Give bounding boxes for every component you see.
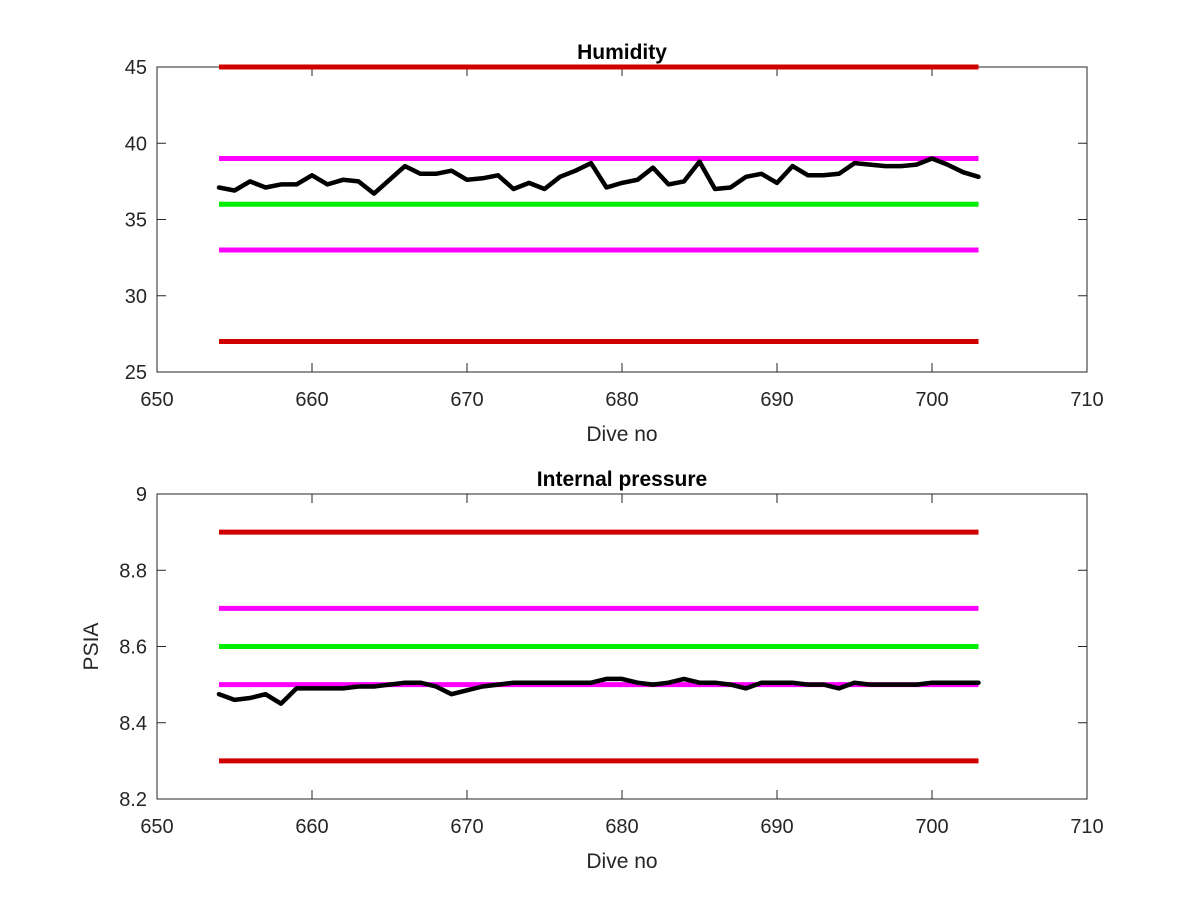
x-axis-label: Dive no (586, 850, 657, 873)
y-tick-label: 35 (125, 210, 147, 232)
x-tick-label: 710 (1070, 389, 1103, 411)
chart-title: Humidity (577, 41, 667, 64)
x-tick-label: 690 (760, 816, 793, 838)
y-axis-label: PSIA (80, 623, 103, 671)
x-tick-label: 680 (605, 389, 638, 411)
x-tick-label: 700 (915, 389, 948, 411)
x-tick-label: 660 (295, 389, 328, 411)
x-axis-label: Dive no (586, 423, 657, 446)
y-tick-label: 25 (125, 362, 147, 384)
y-tick-label: 8.8 (119, 560, 147, 582)
x-tick-label: 700 (915, 816, 948, 838)
y-tick-label: 8.2 (119, 789, 147, 811)
x-tick-label: 670 (450, 389, 483, 411)
data-series-line-1 (216, 156, 981, 196)
y-tick-label: 9 (136, 484, 147, 506)
x-tick-label: 690 (760, 389, 793, 411)
x-tick-label: 670 (450, 816, 483, 838)
chart-title: Internal pressure (537, 468, 707, 491)
chart-panel-2: 650 660 670 680 690 700 710 8.2 8.4 8.6 8.8 9 Intern… (80, 468, 1104, 873)
chart-panel-1: 650 660 670 680 690 700 710 25 30 35 40 45 Humidity D… (125, 41, 1104, 446)
y-tick-label: 40 (125, 133, 147, 155)
data-series-line-1 (216, 676, 981, 706)
y-tick-label: 8.6 (119, 637, 147, 659)
x-tick-label: 650 (140, 816, 173, 838)
y-tick-label: 8.4 (119, 713, 147, 735)
x-tick-label: 650 (140, 389, 173, 411)
x-tick-label: 680 (605, 816, 638, 838)
y-tick-label: 45 (125, 57, 147, 79)
x-tick-label: 710 (1070, 816, 1103, 838)
plot-area (156, 66, 1088, 373)
x-tick-label: 660 (295, 816, 328, 838)
y-tick-label: 30 (125, 286, 147, 308)
